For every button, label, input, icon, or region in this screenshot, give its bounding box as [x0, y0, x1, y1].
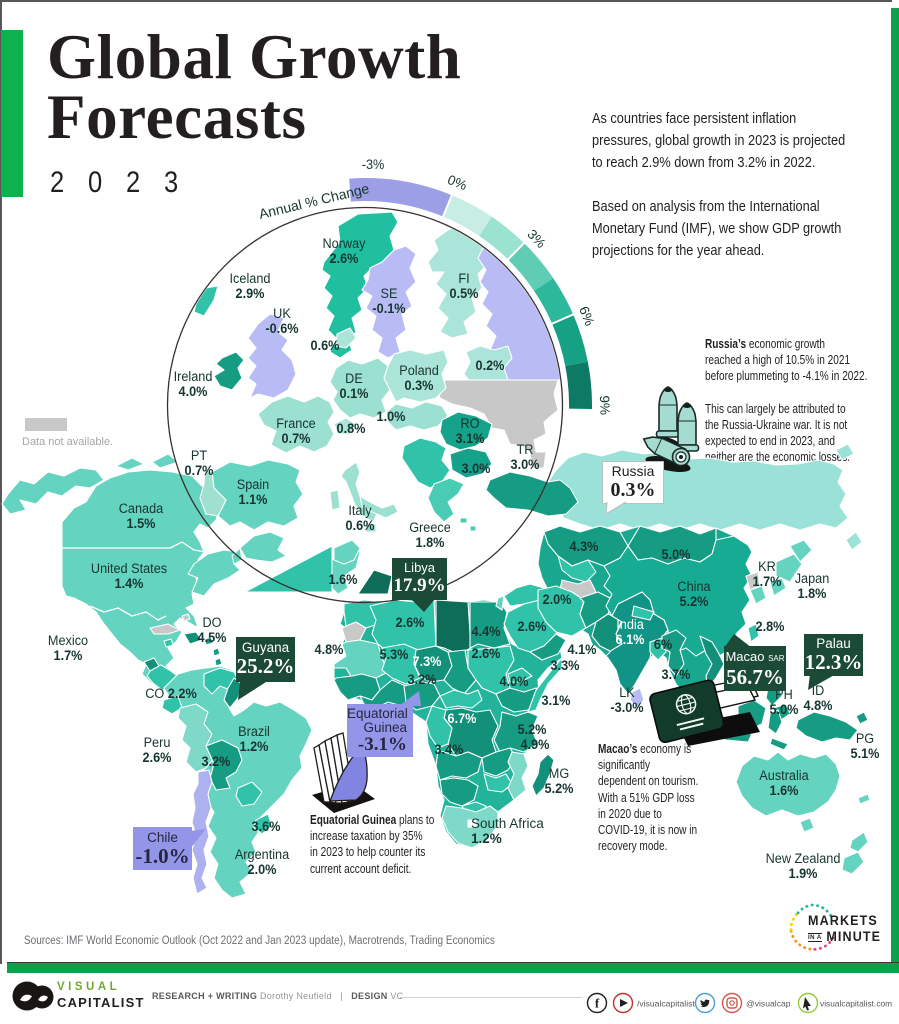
svg-text:@visualcap: @visualcap	[746, 999, 791, 1009]
svg-text:/visualcapitalist: /visualcapitalist	[637, 999, 695, 1009]
svg-text:visualcapitalist.com: visualcapitalist.com	[820, 999, 892, 1009]
svg-text:f: f	[595, 996, 600, 1011]
